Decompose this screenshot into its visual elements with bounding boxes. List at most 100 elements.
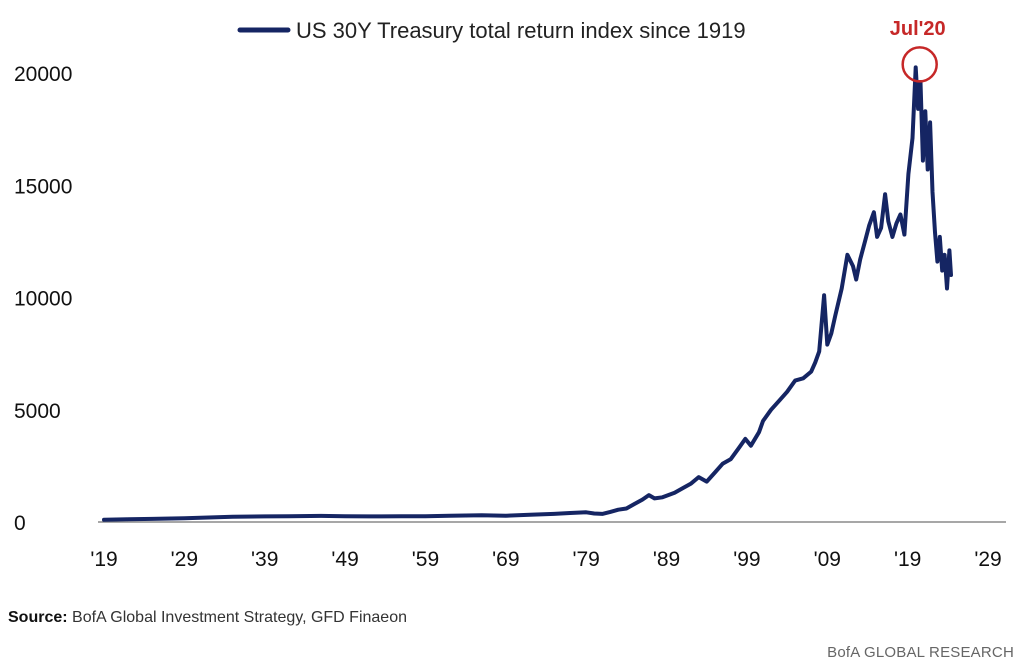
data-point [151, 518, 153, 520]
data-point [864, 240, 866, 242]
x-tick-label: '59 [412, 548, 439, 571]
data-point [911, 137, 914, 139]
source-label: Source: [8, 609, 68, 626]
x-tick-label: '39 [251, 548, 278, 571]
data-point [103, 519, 105, 521]
x-tick-label: '09 [814, 548, 841, 571]
data-point [722, 463, 724, 465]
data-point [673, 492, 676, 494]
data-point [941, 269, 943, 272]
data-point [682, 487, 684, 489]
data-point [818, 350, 820, 352]
y-axis: 0 5000 10000 15000 20000 [14, 63, 72, 535]
data-point [950, 274, 952, 276]
data-point [183, 517, 185, 519]
data-point [231, 516, 234, 518]
x-axis: '19 '29 '39 '49 '59 '69 '79 '89 '99 '09 '19 '29 [90, 521, 1006, 571]
y-tick-label: 10000 [14, 288, 72, 311]
peak-annotation-circle [901, 46, 938, 83]
x-tick-label: '19 [90, 548, 117, 571]
data-point [895, 222, 897, 225]
y-tick-label: 0 [14, 512, 26, 535]
data-point [814, 362, 816, 364]
data-point [400, 515, 402, 517]
data-point [903, 234, 906, 236]
data-point [946, 287, 948, 290]
data-point [368, 515, 370, 517]
data-point [529, 514, 531, 516]
data-point [424, 515, 427, 517]
y-tick-label: 5000 [14, 400, 61, 423]
data-point [855, 278, 857, 281]
data-point [868, 225, 870, 227]
data-point [876, 236, 878, 238]
y-tick-label: 15000 [14, 175, 72, 198]
data-point [609, 511, 611, 513]
data-point [714, 472, 716, 474]
data-point [264, 515, 266, 517]
data-point [899, 213, 902, 216]
x-tick-label: '79 [572, 548, 599, 571]
data-point [730, 458, 732, 460]
data-point [593, 512, 595, 515]
data-point [936, 260, 938, 263]
data-point [834, 314, 836, 317]
data-point [617, 509, 619, 511]
data-point [778, 400, 780, 402]
data-point [929, 121, 931, 123]
legend: US 30Y Treasury total return index since… [237, 18, 746, 43]
data-point [922, 159, 924, 162]
data-point [915, 66, 917, 68]
x-tick-label: '99 [733, 548, 760, 571]
x-tick-label: '49 [331, 548, 358, 571]
data-point [601, 513, 603, 515]
data-point [448, 515, 451, 517]
x-tick-label: '89 [653, 548, 680, 571]
data-point [690, 483, 692, 485]
series-layer [102, 65, 953, 522]
data-point [320, 515, 322, 517]
data-point [633, 503, 636, 505]
data-point [823, 294, 825, 296]
data-point [948, 249, 951, 251]
x-tick-label: '69 [492, 548, 519, 571]
data-point [207, 516, 210, 519]
data-point [810, 370, 812, 373]
data-point [826, 344, 828, 346]
data-point [641, 498, 644, 501]
brand-label: BofA GLOBAL RESEARCH [827, 644, 1014, 661]
data-point [786, 391, 788, 393]
data-point [625, 507, 627, 510]
data-point [884, 193, 886, 195]
data-point [934, 231, 936, 233]
data-point [698, 476, 700, 478]
data-point [569, 512, 571, 514]
data-point [770, 409, 772, 411]
series-line [102, 65, 953, 522]
data-point [706, 480, 708, 483]
data-point [846, 254, 848, 256]
x-tick-label: '29 [974, 548, 1001, 571]
data-point [744, 438, 746, 440]
data-point [907, 173, 910, 175]
legend-label: US 30Y Treasury total return index since… [296, 18, 746, 43]
data-point [944, 254, 946, 256]
data-point [653, 497, 656, 500]
data-point [585, 511, 587, 513]
data-point [852, 265, 854, 267]
data-point [939, 236, 941, 238]
data-point [887, 220, 889, 222]
peak-annotation: Jul'20 [890, 18, 946, 83]
data-point [830, 332, 832, 335]
data-point [794, 379, 796, 382]
x-tick-label: '19 [894, 548, 921, 571]
data-point [931, 191, 934, 193]
data-point [481, 514, 483, 516]
data-point [880, 227, 882, 229]
data-point [841, 287, 843, 290]
source-note: Source: BofA Global Investment Strategy,… [8, 609, 407, 627]
data-point [859, 258, 861, 260]
data-point [750, 445, 752, 447]
data-point [648, 494, 650, 496]
